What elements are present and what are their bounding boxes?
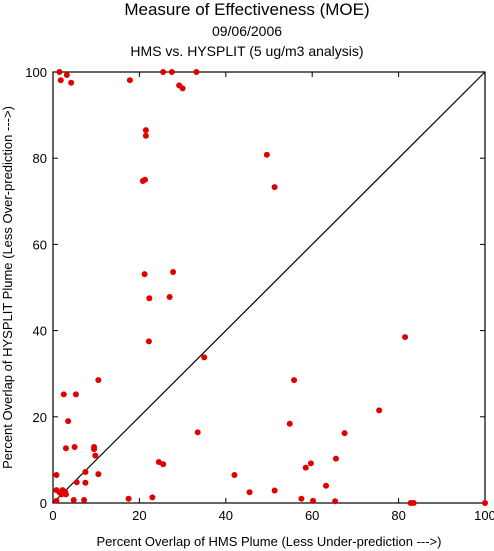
data-point	[95, 377, 102, 384]
chart-subtitle-comparison: HMS vs. HYSPLIT (5 ug/m3 analysis)	[130, 43, 364, 59]
data-point	[146, 295, 153, 302]
data-point	[246, 489, 253, 496]
data-point	[302, 464, 309, 471]
data-points	[53, 69, 488, 506]
data-point	[125, 495, 132, 502]
data-point	[263, 151, 270, 158]
data-point	[71, 443, 78, 450]
data-point	[57, 77, 64, 84]
data-point	[402, 334, 409, 341]
data-point	[81, 496, 88, 503]
data-point	[63, 72, 70, 79]
data-point	[286, 420, 293, 427]
data-point	[193, 69, 200, 75]
chart-title: Measure of Effectiveness (MOE)	[124, 0, 370, 19]
x-tick-label: 60	[305, 508, 319, 523]
data-point	[201, 354, 208, 361]
data-point	[142, 176, 149, 183]
data-point	[68, 79, 75, 86]
data-point	[307, 460, 314, 467]
data-point	[70, 496, 77, 503]
data-point	[53, 471, 60, 478]
data-point	[271, 184, 278, 191]
y-tick-label: 60	[33, 237, 47, 252]
data-point	[62, 491, 69, 498]
x-tick-label: 100	[474, 508, 494, 523]
data-point	[332, 498, 339, 505]
x-tick-label: 20	[132, 508, 146, 523]
data-point	[310, 497, 317, 504]
data-point	[160, 69, 167, 75]
data-point	[95, 471, 102, 478]
y-tick-label: 40	[33, 324, 47, 339]
x-tick-label: 80	[391, 508, 405, 523]
x-tick-label: 0	[49, 508, 56, 523]
data-point	[179, 85, 186, 92]
data-point	[65, 418, 72, 425]
data-point	[92, 452, 99, 459]
y-tick-label: 0	[40, 496, 47, 511]
data-point	[72, 391, 79, 398]
data-point	[332, 455, 339, 462]
data-point	[341, 430, 348, 437]
data-point	[194, 429, 201, 436]
data-point	[231, 471, 238, 478]
data-point	[60, 391, 67, 398]
data-point	[62, 445, 69, 452]
x-tick-label: 40	[219, 508, 233, 523]
data-point	[73, 479, 80, 486]
y-tick-label: 20	[33, 410, 47, 425]
data-point	[376, 407, 383, 414]
data-point	[410, 500, 417, 506]
data-point	[482, 500, 488, 506]
data-point	[170, 268, 177, 275]
data-point	[82, 479, 89, 486]
data-point	[149, 494, 156, 501]
plot-border	[52, 71, 486, 504]
y-tick-label: 100	[25, 65, 47, 80]
y-axis-label: Percent Overlap of HYSPLIT Plume (Less O…	[0, 106, 15, 469]
y-tick-label: 80	[33, 151, 47, 166]
data-point	[82, 468, 89, 475]
data-point	[126, 77, 133, 84]
data-point	[168, 69, 175, 75]
axis-tick-labels: 0 20 40 60 80 100 0 20 40 60 80 100	[25, 65, 494, 523]
data-point	[298, 495, 305, 502]
identity-diagonal-line	[52, 71, 486, 504]
data-point	[53, 497, 60, 504]
chart-subtitle-date: 09/06/2006	[211, 23, 283, 39]
data-point	[271, 487, 278, 494]
data-point	[91, 446, 98, 453]
data-point	[142, 127, 149, 134]
data-point	[291, 377, 298, 384]
data-point	[145, 338, 152, 345]
data-point	[323, 482, 330, 489]
data-point	[56, 489, 63, 496]
data-point	[56, 69, 63, 75]
data-point	[141, 271, 148, 278]
data-point	[160, 461, 167, 468]
data-point	[142, 132, 149, 139]
data-point	[166, 293, 173, 300]
x-axis-label: Percent Overlap of HMS Plume (Less Under…	[97, 534, 442, 549]
plot-frame	[52, 71, 486, 504]
